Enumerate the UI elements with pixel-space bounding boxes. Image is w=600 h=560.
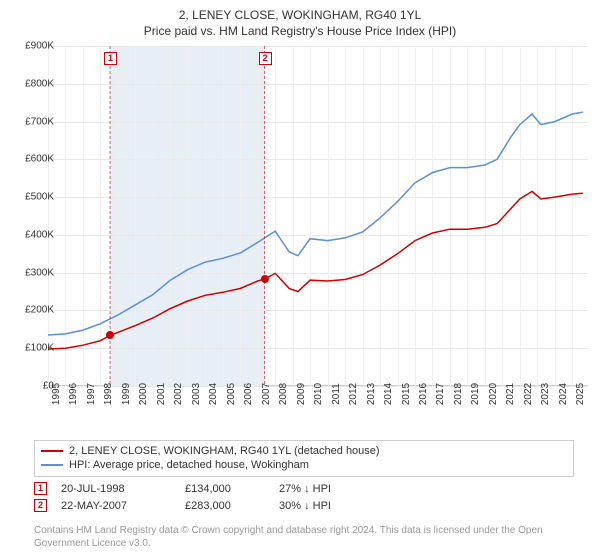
- transaction-price: £283,000: [185, 500, 265, 512]
- x-tick-label: 2011: [331, 383, 342, 405]
- y-tick-label: £700K: [25, 116, 54, 127]
- x-tick-label: 2006: [243, 383, 254, 405]
- chart-lines-svg: [48, 46, 588, 386]
- marker-dot: [106, 331, 114, 339]
- x-tick-label: 2001: [156, 383, 167, 405]
- x-tick-label: 2023: [540, 383, 551, 405]
- chart-container: 2, LENEY CLOSE, WOKINGHAM, RG40 1YL Pric…: [0, 0, 600, 560]
- attribution-text: Contains HM Land Registry data © Crown c…: [34, 524, 574, 550]
- x-tick-label: 2018: [453, 383, 464, 405]
- y-tick-label: £100K: [25, 343, 54, 354]
- transaction-pct: 27% ↓ HPI: [279, 483, 379, 495]
- x-tick-label: 2008: [278, 383, 289, 405]
- y-tick-label: £900K: [25, 41, 54, 52]
- x-tick-label: 2025: [575, 383, 586, 405]
- chart-legend: 2, LENEY CLOSE, WOKINGHAM, RG40 1YL (det…: [34, 440, 574, 477]
- x-tick-label: 1996: [68, 383, 79, 405]
- x-tick-label: 2014: [383, 383, 394, 405]
- legend-swatch: [41, 464, 63, 466]
- transaction-price: £134,000: [185, 483, 265, 495]
- marker-box: 1: [104, 52, 117, 65]
- marker-box: 2: [259, 52, 272, 65]
- chart-plot-area: 12: [48, 46, 588, 386]
- transaction-row: 2 22-MAY-2007 £283,000 30% ↓ HPI: [34, 497, 574, 514]
- x-tick-label: 1997: [86, 383, 97, 405]
- transactions-table: 1 20-JUL-1998 £134,000 27% ↓ HPI 2 22-MAY-200…: [34, 480, 574, 514]
- x-tick-label: 2002: [173, 383, 184, 405]
- x-tick-label: 2003: [191, 383, 202, 405]
- x-tick-label: 2022: [523, 383, 534, 405]
- x-tick-label: 1998: [103, 383, 114, 405]
- y-tick-label: £400K: [25, 229, 54, 240]
- x-tick-label: 2004: [208, 383, 219, 405]
- y-tick-label: £200K: [25, 305, 54, 316]
- transaction-marker: 2: [34, 499, 47, 512]
- legend-label: 2, LENEY CLOSE, WOKINGHAM, RG40 1YL (det…: [69, 445, 380, 457]
- x-tick-label: 2009: [296, 383, 307, 405]
- legend-item: 2, LENEY CLOSE, WOKINGHAM, RG40 1YL (det…: [41, 444, 567, 458]
- x-tick-label: 2021: [505, 383, 516, 405]
- x-tick-label: 2012: [348, 383, 359, 405]
- chart-title: 2, LENEY CLOSE, WOKINGHAM, RG40 1YL: [0, 0, 600, 22]
- x-tick-label: 1999: [121, 383, 132, 405]
- transaction-date: 22-MAY-2007: [61, 500, 171, 512]
- x-tick-label: 2013: [366, 383, 377, 405]
- series-line: [48, 112, 583, 335]
- y-tick-label: £600K: [25, 154, 54, 165]
- transaction-date: 20-JUL-1998: [61, 483, 171, 495]
- x-tick-label: 2017: [435, 383, 446, 405]
- chart-subtitle: Price paid vs. HM Land Registry's House …: [0, 22, 600, 38]
- y-tick-label: £500K: [25, 192, 54, 203]
- x-tick-label: 2007: [261, 383, 272, 405]
- x-tick-label: 2015: [401, 383, 412, 405]
- x-tick-label: 2005: [226, 383, 237, 405]
- x-tick-label: 2010: [313, 383, 324, 405]
- y-tick-label: £800K: [25, 78, 54, 89]
- marker-dot: [261, 275, 269, 283]
- x-tick-label: 2024: [558, 383, 569, 405]
- x-tick-label: 1995: [51, 383, 62, 405]
- transaction-marker: 1: [34, 482, 47, 495]
- y-tick-label: £300K: [25, 267, 54, 278]
- x-tick-label: 2020: [488, 383, 499, 405]
- transaction-pct: 30% ↓ HPI: [279, 500, 379, 512]
- legend-swatch: [41, 450, 63, 452]
- x-tick-label: 2016: [418, 383, 429, 405]
- transaction-row: 1 20-JUL-1998 £134,000 27% ↓ HPI: [34, 480, 574, 497]
- series-line: [48, 191, 583, 349]
- x-tick-label: 2000: [138, 383, 149, 405]
- x-tick-label: 2019: [470, 383, 481, 405]
- legend-label: HPI: Average price, detached house, Woki…: [69, 459, 309, 471]
- legend-item: HPI: Average price, detached house, Woki…: [41, 458, 567, 472]
